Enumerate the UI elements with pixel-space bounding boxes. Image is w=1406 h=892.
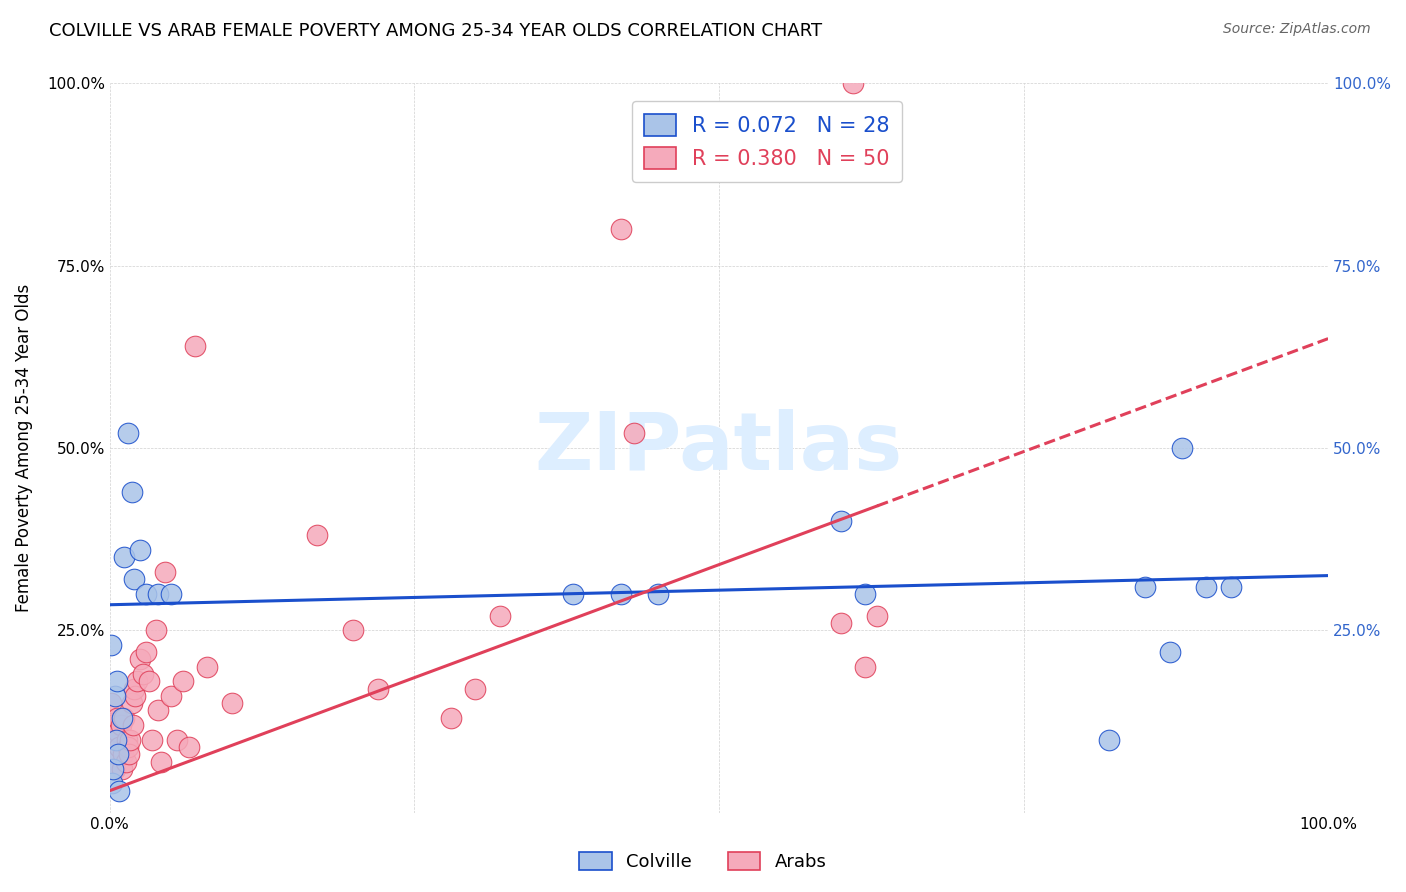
Point bbox=[830, 514, 852, 528]
Point bbox=[842, 77, 865, 91]
Point bbox=[100, 638, 122, 652]
Y-axis label: Female Poverty Among 25-34 Year Olds: Female Poverty Among 25-34 Year Olds bbox=[15, 284, 32, 612]
Point bbox=[172, 674, 194, 689]
Point bbox=[118, 747, 141, 762]
Point bbox=[561, 587, 583, 601]
Point bbox=[342, 624, 364, 638]
Legend: Colville, Arabs: Colville, Arabs bbox=[572, 845, 834, 879]
Point bbox=[115, 732, 138, 747]
Point bbox=[830, 615, 852, 630]
Point bbox=[141, 732, 163, 747]
Point bbox=[108, 783, 131, 797]
Point bbox=[111, 762, 134, 776]
Point bbox=[129, 543, 152, 558]
Point bbox=[117, 426, 139, 441]
Point bbox=[131, 667, 153, 681]
Point bbox=[1219, 580, 1241, 594]
Point bbox=[148, 703, 170, 717]
Point bbox=[464, 681, 486, 696]
Point bbox=[121, 696, 143, 710]
Point bbox=[112, 747, 135, 762]
Text: ZIPatlas: ZIPatlas bbox=[534, 409, 903, 487]
Point bbox=[166, 732, 188, 747]
Point bbox=[195, 659, 218, 673]
Point bbox=[125, 674, 148, 689]
Point bbox=[623, 426, 645, 441]
Point bbox=[177, 739, 200, 754]
Point bbox=[100, 696, 122, 710]
Point bbox=[610, 587, 633, 601]
Text: COLVILLE VS ARAB FEMALE POVERTY AMONG 25-34 YEAR OLDS CORRELATION CHART: COLVILLE VS ARAB FEMALE POVERTY AMONG 25… bbox=[49, 22, 823, 40]
Point bbox=[105, 674, 128, 689]
Point bbox=[184, 339, 207, 353]
Point bbox=[153, 565, 176, 579]
Point bbox=[367, 681, 389, 696]
Point bbox=[120, 732, 142, 747]
Point bbox=[610, 222, 633, 236]
Point bbox=[159, 689, 181, 703]
Point bbox=[145, 624, 167, 638]
Point bbox=[121, 484, 143, 499]
Point bbox=[1159, 645, 1181, 659]
Point bbox=[1098, 732, 1121, 747]
Point bbox=[122, 572, 145, 586]
Point bbox=[104, 732, 127, 747]
Point bbox=[488, 608, 510, 623]
Point bbox=[440, 711, 463, 725]
Legend: R = 0.072   N = 28, R = 0.380   N = 50: R = 0.072 N = 28, R = 0.380 N = 50 bbox=[631, 101, 903, 182]
Point bbox=[122, 681, 145, 696]
Point bbox=[135, 587, 157, 601]
Point bbox=[1195, 580, 1218, 594]
Point bbox=[110, 718, 132, 732]
Point bbox=[853, 659, 876, 673]
Point bbox=[101, 776, 124, 790]
Point bbox=[101, 718, 124, 732]
Point bbox=[135, 645, 157, 659]
Point bbox=[159, 587, 181, 601]
Point bbox=[117, 739, 139, 754]
Point bbox=[104, 689, 127, 703]
Point bbox=[122, 718, 145, 732]
Point bbox=[104, 732, 127, 747]
Point bbox=[1171, 441, 1194, 455]
Point bbox=[103, 747, 125, 762]
Point bbox=[107, 747, 129, 762]
Point bbox=[108, 739, 131, 754]
Point bbox=[866, 608, 889, 623]
Point bbox=[111, 711, 134, 725]
Point bbox=[305, 528, 328, 542]
Point bbox=[107, 725, 129, 739]
Point bbox=[103, 762, 125, 776]
Point bbox=[149, 755, 172, 769]
Point bbox=[148, 587, 170, 601]
Point bbox=[112, 711, 135, 725]
Text: Source: ZipAtlas.com: Source: ZipAtlas.com bbox=[1223, 22, 1371, 37]
Point bbox=[1135, 580, 1157, 594]
Point bbox=[124, 689, 146, 703]
Point bbox=[114, 755, 136, 769]
Point bbox=[129, 652, 152, 666]
Point bbox=[221, 696, 243, 710]
Point bbox=[138, 674, 160, 689]
Point bbox=[112, 550, 135, 565]
Point bbox=[853, 587, 876, 601]
Point bbox=[105, 711, 128, 725]
Point bbox=[647, 587, 669, 601]
Point bbox=[104, 762, 127, 776]
